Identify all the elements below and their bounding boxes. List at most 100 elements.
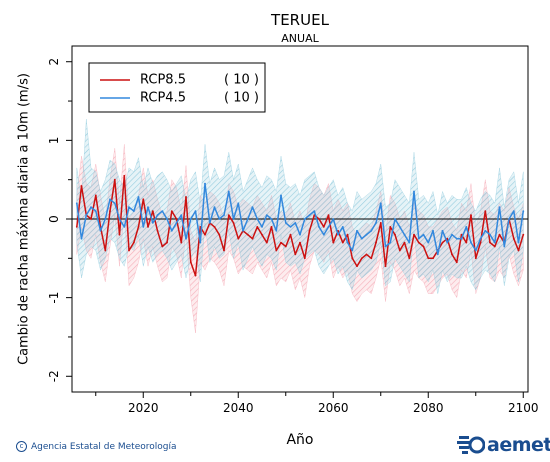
data-point-rcp85: [384, 265, 387, 268]
data-point-rcp45: [109, 198, 111, 201]
data-point-rcp85: [427, 257, 430, 260]
data-point-rcp45: [389, 241, 392, 244]
data-point-rcp45: [489, 233, 491, 236]
aemet-logo: aemet: [457, 433, 550, 457]
data-point-rcp85: [351, 257, 354, 260]
data-point-rcp85: [460, 233, 463, 236]
data-point-rcp45: [384, 245, 387, 248]
chart-subtitle: ANUAL: [281, 32, 319, 45]
data-point-rcp85: [394, 233, 396, 236]
data-point-rcp85: [517, 249, 520, 252]
data-point-rcp85: [175, 218, 178, 220]
data-point-rcp45: [512, 210, 515, 213]
data-point-rcp45: [370, 229, 373, 232]
data-point-rcp45: [251, 206, 254, 209]
data-point-rcp45: [465, 226, 468, 228]
data-point-rcp45: [142, 226, 145, 228]
data-point-rcp85: [356, 265, 358, 268]
data-point-rcp45: [218, 218, 221, 220]
copyright-icon: c: [16, 441, 27, 452]
data-point-rcp85: [479, 241, 482, 244]
data-point-rcp45: [432, 229, 434, 232]
data-point-rcp45: [194, 210, 197, 213]
data-point-rcp85: [379, 222, 382, 224]
data-point-rcp85: [123, 174, 126, 177]
chart-title: TERUEL: [270, 11, 330, 29]
data-point-rcp85: [185, 196, 187, 198]
legend-count-rcp85: ( 10 ): [224, 73, 259, 88]
data-point-rcp45: [451, 233, 453, 236]
data-point-rcp45: [166, 218, 168, 220]
aemet-logo-icon: [457, 436, 485, 454]
data-point-rcp45: [170, 229, 173, 232]
data-point-rcp85: [322, 226, 325, 228]
data-point-rcp85: [180, 241, 183, 244]
data-point-rcp45: [417, 237, 420, 240]
data-point-rcp45: [446, 241, 449, 244]
data-point-rcp45: [422, 233, 425, 236]
x-tick-label-2060: 2060: [318, 401, 349, 415]
data-point-rcp85: [156, 229, 159, 232]
data-point-rcp45: [337, 233, 339, 236]
data-point-rcp45: [227, 190, 230, 193]
data-point-rcp45: [398, 226, 401, 228]
data-point-rcp45: [156, 214, 159, 217]
data-point-rcp85: [118, 233, 121, 236]
data-point-rcp45: [208, 222, 211, 224]
data-point-rcp45: [113, 202, 116, 205]
data-point-rcp85: [455, 261, 458, 264]
data-point-rcp45: [104, 218, 107, 220]
data-point-rcp85: [94, 194, 97, 197]
data-point-rcp85: [256, 226, 259, 228]
data-point-rcp85: [441, 241, 444, 244]
data-point-rcp45: [351, 249, 354, 252]
data-point-rcp85: [213, 226, 216, 228]
data-point-rcp85: [493, 245, 496, 248]
data-point-rcp85: [265, 241, 268, 244]
data-point-rcp85: [204, 233, 206, 236]
data-point-rcp45: [436, 253, 439, 256]
data-point-rcp85: [194, 274, 197, 277]
data-point-rcp45: [503, 245, 506, 248]
data-point-rcp45: [327, 226, 330, 228]
data-point-rcp85: [413, 233, 415, 236]
data-point-rcp85: [522, 233, 525, 236]
x-tick-label-2020: 2020: [128, 401, 159, 415]
data-point-rcp85: [151, 210, 154, 213]
data-point-rcp45: [303, 218, 306, 220]
x-tick-label-2080: 2080: [413, 401, 444, 415]
data-point-rcp85: [446, 237, 449, 240]
data-point-rcp45: [265, 214, 268, 217]
data-point-rcp85: [432, 257, 434, 260]
data-point-rcp85: [512, 237, 515, 240]
data-point-rcp45: [99, 229, 102, 232]
data-point-rcp45: [318, 226, 320, 228]
data-point-rcp85: [109, 210, 111, 213]
data-point-rcp85: [489, 241, 491, 244]
data-point-rcp85: [398, 249, 401, 252]
data-point-rcp85: [403, 241, 406, 244]
data-point-rcp85: [189, 261, 192, 264]
data-point-rcp45: [294, 222, 297, 224]
data-point-rcp85: [365, 253, 368, 256]
data-point-rcp85: [280, 241, 282, 244]
data-point-rcp85: [166, 241, 168, 244]
data-point-rcp85: [470, 214, 472, 217]
data-point-rcp45: [455, 237, 458, 240]
data-point-rcp45: [204, 182, 206, 185]
data-point-rcp45: [242, 229, 244, 232]
data-point-rcp85: [142, 198, 145, 201]
data-point-rcp85: [90, 218, 92, 220]
data-point-rcp85: [408, 257, 411, 260]
legend: RCP8.5 ( 10 ) RCP4.5 ( 10 ): [88, 62, 266, 113]
data-point-rcp85: [370, 257, 373, 260]
data-point-rcp85: [389, 226, 392, 228]
data-point-rcp45: [508, 218, 510, 220]
data-point-rcp85: [137, 226, 140, 228]
data-point-rcp85: [465, 241, 468, 244]
data-point-rcp45: [80, 237, 83, 240]
y-axis-label: Cambio de racha máxima diaria a 10m (m/s…: [17, 73, 32, 365]
x-tick-label-2100: 2100: [508, 401, 539, 415]
data-point-rcp45: [289, 226, 292, 228]
